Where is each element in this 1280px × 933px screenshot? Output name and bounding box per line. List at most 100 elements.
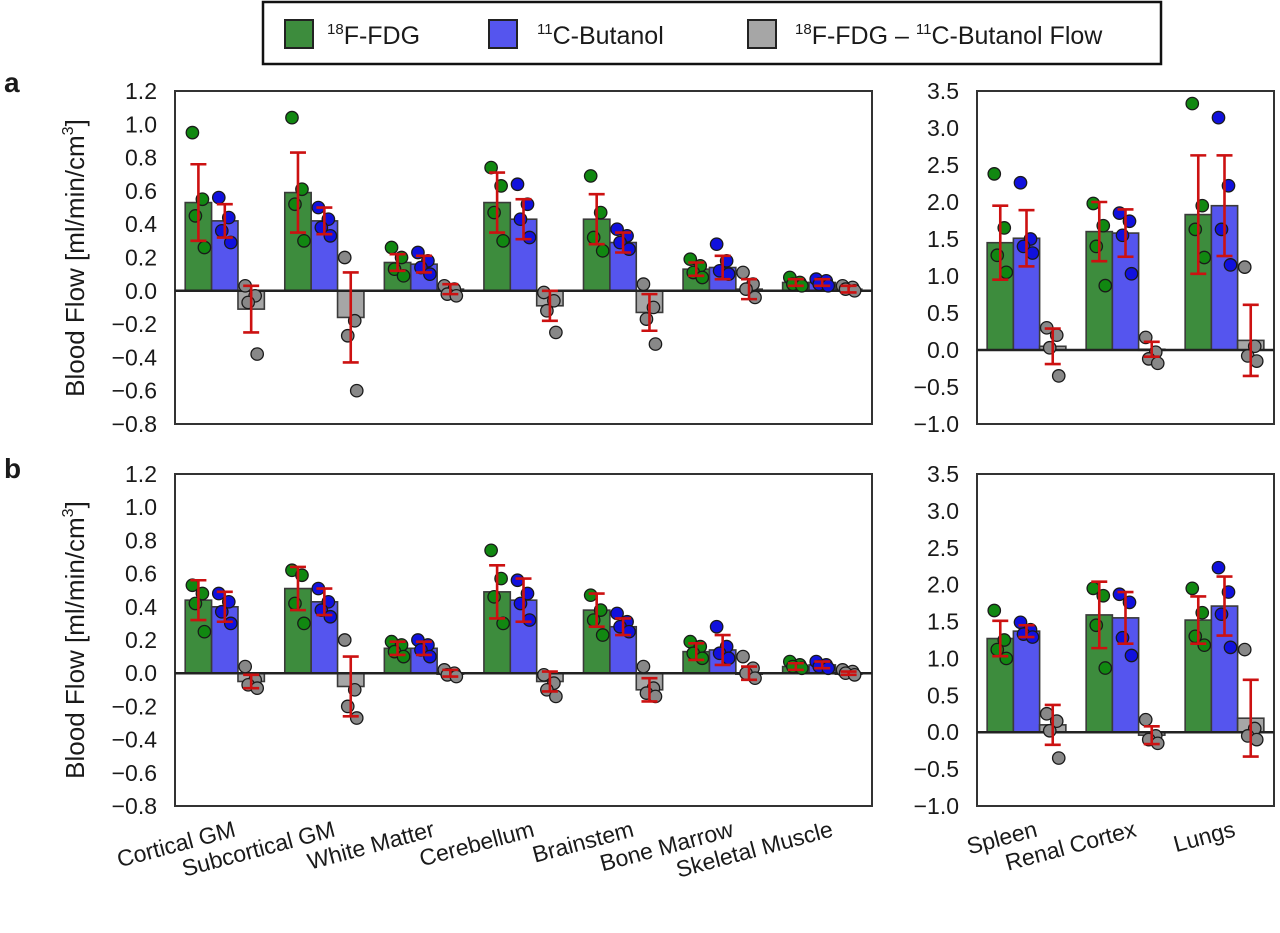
data-point-butanol	[423, 649, 437, 664]
chart-a-right: 3.5 3.0 2.5 2.0 1.5 1.0 0.5 0.0 −0.5 −1.0	[914, 78, 1275, 437]
error-bar-difference	[243, 673, 260, 690]
data-point-butanol	[214, 604, 229, 619]
error-bar-fdg	[588, 192, 605, 246]
data-point-butanol	[211, 586, 226, 601]
error-bar-difference	[1242, 303, 1259, 378]
legend-label-fdg: 18F-FDG	[327, 21, 420, 50]
data-point-butanol	[211, 190, 226, 205]
y-tick-label: −0.5	[914, 374, 959, 400]
error-bar-butanol	[316, 587, 333, 617]
data-point-difference	[648, 337, 663, 351]
data-point-butanol	[323, 229, 338, 243]
data-point-fdg	[1089, 239, 1104, 254]
data-point-fdg	[695, 270, 710, 285]
data-point-difference	[1237, 260, 1252, 274]
data-point-butanol	[513, 596, 528, 611]
data-point-fdg	[487, 589, 501, 604]
error-bar-difference	[243, 284, 260, 334]
y-tick-label: 2.0	[927, 189, 959, 215]
y-tick-label: 0.0	[927, 337, 959, 363]
data-point-fdg	[197, 624, 212, 639]
y-tick-label: 3.0	[927, 115, 959, 141]
data-point-butanol	[709, 237, 724, 252]
legend-frame	[261, 0, 1163, 66]
data-point-difference	[241, 295, 256, 310]
error-bar-butanol	[1018, 208, 1035, 268]
data-point-fdg	[1197, 638, 1212, 653]
data-point-fdg	[297, 234, 311, 248]
y-tick-label: 2.0	[927, 572, 959, 598]
data-point-butanol	[522, 613, 537, 627]
legend-swatch-fdg	[284, 19, 314, 49]
data-point-butanol	[1115, 630, 1130, 645]
data-point-butanol	[1214, 607, 1229, 622]
data-point-difference	[1249, 732, 1264, 747]
data-point-butanol	[1013, 175, 1028, 190]
error-bar-butanol	[216, 202, 233, 239]
panel-letter-b: b	[4, 453, 21, 484]
y-tick-label: −0.6	[112, 378, 157, 404]
data-point-difference	[1138, 712, 1153, 727]
data-point-difference	[736, 649, 750, 664]
error-bar-fdg	[688, 261, 705, 278]
error-bar-butanol	[814, 277, 831, 288]
data-point-difference	[349, 383, 364, 398]
data-point-difference	[736, 265, 750, 280]
error-bar-difference	[1242, 678, 1259, 758]
data-point-fdg	[1197, 250, 1212, 265]
y-tick-label: 0.6	[125, 178, 157, 204]
x-tick-label: Lungs	[1171, 816, 1238, 857]
data-point-butanol	[423, 267, 437, 281]
y-tick-label: −0.5	[914, 756, 959, 782]
data-point-difference	[337, 250, 352, 265]
y-tick-label: 3.5	[927, 78, 959, 104]
data-point-butanol	[223, 616, 238, 631]
data-point-difference	[1042, 340, 1057, 355]
data-point-butanol	[1211, 560, 1226, 575]
error-bar-difference	[741, 277, 758, 301]
error-bar-butanol	[415, 254, 432, 274]
error-bar-difference	[741, 665, 758, 682]
data-point-fdg	[595, 628, 610, 642]
error-bar-butanol	[1117, 590, 1134, 645]
legend: 18F-FDG 11C-Butanol 18F-FDG – 11C-Butano…	[261, 0, 1163, 66]
data-point-difference	[748, 290, 762, 305]
data-point-butanol	[522, 230, 537, 245]
error-bar-butanol	[1018, 623, 1035, 639]
error-bar-difference	[641, 676, 658, 703]
data-point-difference	[1042, 723, 1057, 738]
y-axis-label-a: Blood Flow [ml/min/cm3]	[60, 119, 90, 397]
error-bar-difference	[442, 668, 459, 678]
error-bar-fdg	[1091, 200, 1108, 263]
data-point-butanol	[323, 609, 338, 624]
data-point-difference	[636, 277, 651, 291]
error-bar-fdg	[190, 578, 207, 622]
error-bar-difference	[342, 271, 359, 364]
error-bar-difference	[1044, 703, 1061, 747]
data-point-difference	[250, 347, 265, 361]
data-point-fdg	[695, 651, 710, 666]
data-point-fdg	[288, 596, 302, 611]
data-point-butanol	[721, 651, 736, 666]
y-axis-label-b: Blood Flow [ml/min/cm3]	[60, 501, 90, 779]
data-point-fdg	[285, 110, 299, 125]
data-point-difference	[238, 659, 253, 674]
legend-label-butanol: 11C-Butanol	[537, 21, 664, 50]
legend-swatch-difference	[747, 19, 777, 49]
y-tick-label: 2.5	[927, 152, 959, 178]
data-point-difference	[537, 285, 551, 300]
panel-letter-a: a	[4, 67, 20, 98]
y-tick-label: −0.8	[112, 793, 157, 819]
y-tick-label: 1.0	[927, 263, 959, 289]
data-point-fdg	[496, 234, 510, 248]
y-tick-label: 1.2	[125, 78, 157, 104]
data-point-fdg	[297, 616, 311, 631]
legend-swatch-butanol	[488, 19, 518, 49]
y-tick-label: −0.2	[112, 693, 157, 719]
error-bar-fdg	[489, 171, 506, 234]
data-point-difference	[1150, 356, 1165, 371]
data-point-difference	[340, 328, 355, 343]
data-point-fdg	[999, 265, 1014, 280]
chart-a-left: 1.2 1.0 0.8 0.6 0.4 0.2 0.0 −0.2 −0.4 −0.6 −0.8	[112, 78, 873, 437]
